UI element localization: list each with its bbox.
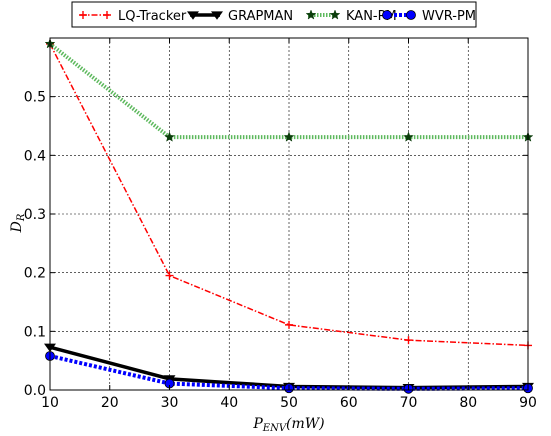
legend-marker — [79, 11, 87, 19]
series-layer — [44, 38, 534, 394]
x-tick-label: 20 — [101, 395, 119, 411]
data-point — [165, 271, 174, 280]
x-tick-label: 60 — [340, 395, 358, 411]
y-tick-label: 0.0 — [24, 383, 46, 399]
legend-marker — [329, 9, 341, 20]
legend-marker — [305, 9, 317, 20]
x-tick-label: 10 — [41, 395, 59, 411]
y-axis-label: DR — [9, 213, 27, 233]
x-tick-label: 50 — [280, 395, 298, 411]
series-line — [49, 43, 529, 347]
legend-marker — [211, 11, 223, 20]
legend-item: GRAPMAN — [187, 9, 293, 24]
x-tick-label: 30 — [161, 395, 179, 411]
data-point — [283, 131, 295, 142]
data-point — [164, 131, 175, 142]
legend-label: WVR-PM — [422, 9, 476, 24]
legend-label: LQ-Tracker — [118, 9, 187, 24]
y-tick-label: 0.5 — [24, 90, 46, 106]
x-axis-ticks: 10 20 30 40 50 60 70 80 90 — [41, 38, 537, 411]
x-tick-label: 80 — [459, 395, 477, 411]
legend-marker — [187, 11, 199, 20]
grid-lines — [50, 38, 528, 390]
legend: LQ-Tracker GRAPMAN KAN-PM WVR-PM — [71, 1, 477, 28]
data-point — [403, 131, 414, 142]
data-point — [404, 336, 413, 345]
y-tick-label: 0.2 — [24, 266, 46, 282]
legend-item: WVR-PM — [382, 9, 476, 24]
x-tick-label: 70 — [400, 395, 418, 411]
x-tick-label: 90 — [519, 395, 537, 411]
y-tick-label: 0.1 — [24, 324, 46, 340]
legend-marker — [406, 10, 416, 20]
legend-marker — [103, 11, 111, 19]
legend-marker — [382, 10, 392, 20]
y-axis-ticks: 0.0 0.1 0.2 0.3 0.4 0.5 — [24, 90, 528, 399]
x-axis-label: PENV(mW) — [252, 416, 324, 434]
data-point — [285, 320, 293, 329]
y-tick-label: 0.4 — [24, 148, 46, 164]
legend-item: LQ-Tracker — [79, 9, 187, 24]
x-tick-label: 40 — [220, 395, 238, 411]
legend-label: GRAPMAN — [228, 9, 293, 24]
y-tick-label: 0.3 — [24, 207, 46, 223]
